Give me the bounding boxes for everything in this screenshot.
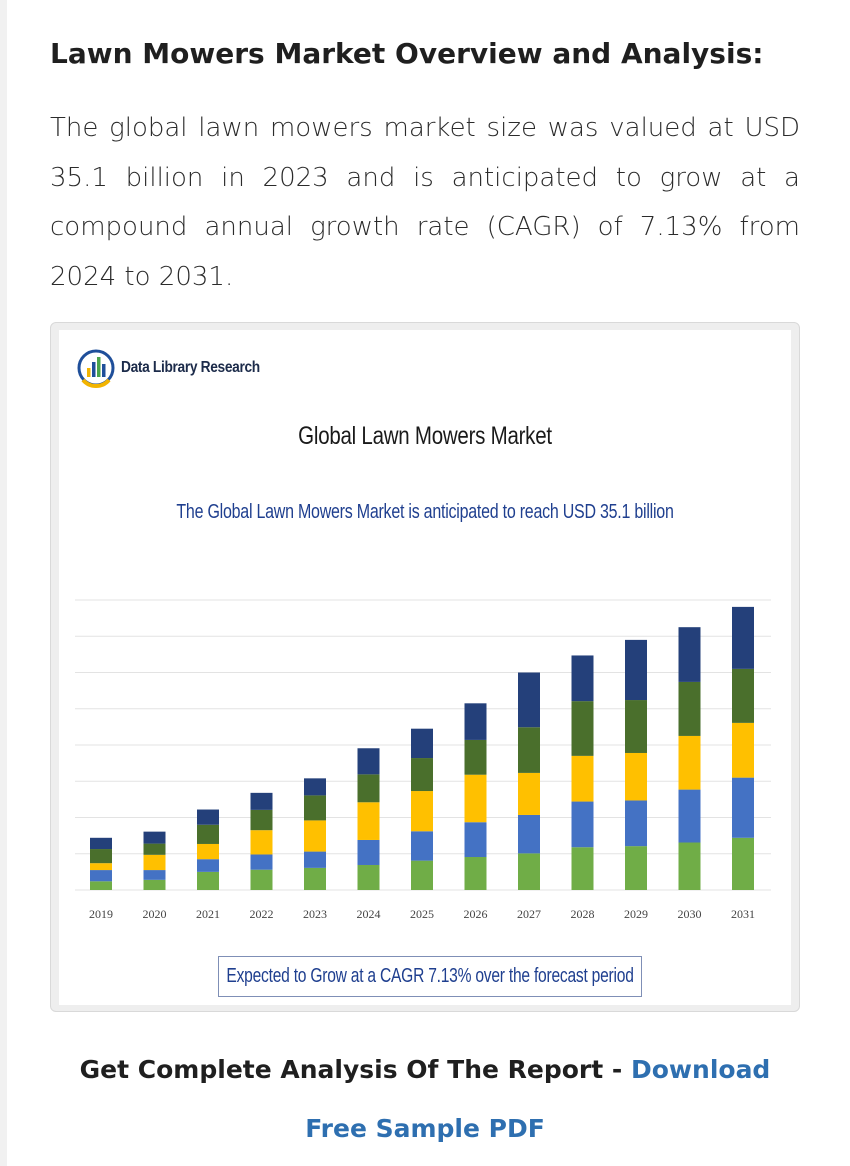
- bar-segment-2025-3: [411, 791, 433, 832]
- bar-segment-2022-2: [250, 854, 273, 870]
- x-tick-label: 2028: [571, 907, 595, 921]
- chart-subtitle: The Global Lawn Mowers Market is anticip…: [176, 501, 674, 523]
- bar-segment-2020-3: [143, 854, 166, 871]
- bar-segment-2031-4: [732, 668, 754, 723]
- bar-segment-2019-1: [90, 881, 112, 890]
- cagr-callout: Expected to Grow at a CAGR 7.13% over th…: [218, 956, 642, 997]
- bar-segment-2020-5: [143, 831, 166, 844]
- bar-segment-2029-1: [625, 846, 647, 890]
- bar-segment-2027-1: [518, 853, 540, 890]
- bar-segment-2023-4: [304, 795, 326, 821]
- bar-segment-2029-3: [625, 752, 647, 801]
- bar-segment-2024-2: [357, 839, 380, 865]
- bar-segment-2026-3: [464, 774, 487, 823]
- x-tick-label: 2031: [731, 907, 755, 921]
- bar-segment-2026-1: [464, 857, 487, 890]
- bar-segment-2029-2: [625, 800, 647, 847]
- bar-segment-2021-4: [197, 824, 219, 844]
- bar-segment-2021-3: [197, 843, 219, 860]
- bar-segment-2021-1: [197, 871, 219, 890]
- bar-segment-2019-3: [90, 863, 112, 871]
- bar-segment-2028-5: [571, 655, 594, 702]
- call-to-action: Get Complete Analysis Of The Report - Do…: [0, 1040, 850, 1158]
- bar-segment-2024-5: [357, 748, 380, 775]
- bar-segment-2028-2: [571, 801, 594, 848]
- bar-segment-2024-3: [357, 802, 380, 840]
- x-tick-label: 2019: [89, 907, 113, 921]
- bar-segment-2030-3: [678, 735, 701, 790]
- bar-segment-2030-1: [678, 842, 701, 890]
- bar-segment-2020-2: [143, 870, 166, 880]
- bar-segment-2024-4: [357, 774, 380, 803]
- section-heading: Lawn Mowers Market Overview and Analysis…: [50, 37, 764, 70]
- x-tick-label: 2023: [303, 907, 327, 921]
- bar-segment-2019-2: [90, 870, 112, 882]
- bar-segment-2023-2: [304, 851, 326, 868]
- bar-segment-2022-3: [250, 830, 273, 855]
- bar-segment-2026-2: [464, 822, 487, 858]
- infographic-image: Data Library Research Global Lawn Mowers…: [59, 330, 791, 1005]
- bar-segment-2021-5: [197, 809, 219, 825]
- bar-segment-2030-5: [678, 627, 701, 682]
- bar-segment-2022-1: [250, 869, 273, 890]
- bar-segment-2027-5: [518, 672, 540, 728]
- bar-segment-2023-3: [304, 820, 326, 852]
- x-tick-label: 2029: [624, 907, 648, 921]
- bar-segment-2024-1: [357, 864, 380, 890]
- cagr-text: Expected to Grow at a CAGR 7.13% over th…: [226, 965, 634, 987]
- brand-name: Data Library Research: [121, 359, 260, 376]
- bar-segment-2027-4: [518, 727, 540, 773]
- left-edge-strip: [0, 0, 7, 1166]
- x-tick-label: 2021: [196, 907, 220, 921]
- bar-segment-2023-5: [304, 778, 326, 796]
- bar-segment-2028-3: [571, 755, 594, 802]
- download-link[interactable]: Download: [631, 1055, 771, 1084]
- cta-prefix: Get Complete Analysis Of The Report -: [79, 1055, 631, 1084]
- bar-segment-2021-2: [197, 859, 219, 872]
- bar-segment-2028-4: [571, 701, 594, 756]
- bar-chart-logo-icon: [77, 349, 115, 388]
- brand-logo: Data Library Research: [77, 338, 282, 398]
- bar-segment-2022-4: [250, 809, 273, 831]
- bar-segment-2020-4: [143, 843, 166, 855]
- x-tick-label: 2025: [410, 907, 434, 921]
- bar-segment-2029-4: [625, 700, 647, 753]
- bar-segment-2029-5: [625, 639, 647, 701]
- cta-line-1: Get Complete Analysis Of The Report - Do…: [0, 1040, 850, 1099]
- bar-segment-2026-5: [464, 703, 487, 740]
- bar-segment-2025-4: [411, 758, 433, 792]
- bar-segment-2022-5: [250, 792, 273, 810]
- bar-segment-2031-5: [732, 606, 754, 669]
- bar-segment-2031-1: [732, 837, 754, 890]
- stacked-bar-chart: 2019 2020 2021 2022 2023 2024 2025 2026 2027 2028…: [75, 599, 771, 921]
- x-tick-label: 2022: [250, 907, 274, 921]
- free-sample-pdf-link[interactable]: Free Sample PDF: [305, 1114, 545, 1143]
- infographic-card: Data Library Research Global Lawn Mowers…: [50, 322, 800, 1012]
- bar-segment-2019-4: [90, 849, 112, 864]
- bar-segment-2030-2: [678, 789, 701, 843]
- bar-segment-2030-4: [678, 681, 701, 736]
- bar-segment-2031-2: [732, 777, 754, 838]
- bar-segment-2027-3: [518, 772, 540, 815]
- bar-segment-2019-5: [90, 837, 112, 850]
- bar-segment-2025-5: [411, 728, 433, 759]
- bar-segment-2020-1: [143, 879, 166, 890]
- cta-line-2: Free Sample PDF: [0, 1099, 850, 1158]
- intro-paragraph: The global lawn mowers market size was v…: [50, 113, 800, 292]
- bar-segment-2031-3: [732, 722, 754, 778]
- bar-segment-2025-1: [411, 860, 433, 890]
- bar-segment-2028-1: [571, 847, 594, 890]
- bar-segment-2023-1: [304, 867, 326, 890]
- x-tick-label: 2024: [357, 907, 381, 921]
- bar-segment-2027-2: [518, 814, 540, 854]
- bar-segment-2025-2: [411, 831, 433, 861]
- chart-title: Global Lawn Mowers Market: [298, 422, 552, 450]
- bar-segment-2026-4: [464, 739, 487, 775]
- x-tick-label: 2030: [678, 907, 702, 921]
- x-tick-label: 2027: [517, 907, 541, 921]
- x-tick-label: 2020: [143, 907, 167, 921]
- x-tick-label: 2026: [464, 907, 488, 921]
